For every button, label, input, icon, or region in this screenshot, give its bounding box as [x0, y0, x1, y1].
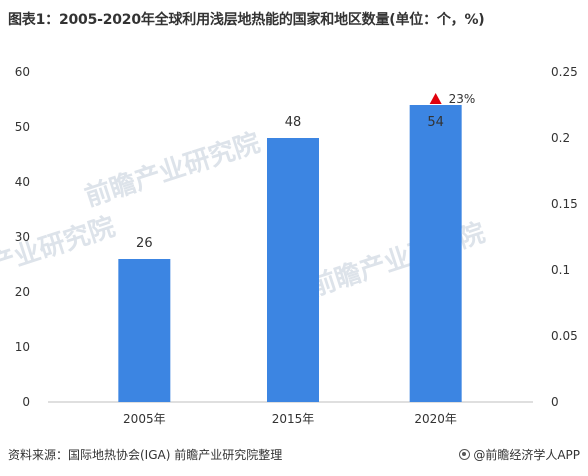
y2-tick-label: 0.15	[551, 197, 578, 211]
y2-tick-label: 0.25	[551, 65, 578, 79]
x-tick-label: 2015年	[272, 412, 315, 426]
watermark-text: 前瞻产业研究院	[81, 127, 264, 213]
data-label: 54	[427, 115, 444, 130]
y-tick-label: 60	[15, 65, 30, 79]
growth-annotation: 23%	[429, 92, 476, 106]
y-axis-right: 0 0.05 0.1 0.15 0.2 0.25	[551, 65, 578, 409]
y-tick-label: 20	[15, 285, 30, 299]
y-axis-left: 0 10 20 30 40 50 60	[15, 65, 30, 409]
y2-tick-label: 0.1	[551, 263, 570, 277]
bars	[118, 105, 462, 402]
watermark-text: 前瞻产业研究院	[0, 211, 119, 297]
x-axis: 2005年 2015年 2020年	[48, 401, 533, 426]
value-labels: 26 48 54	[136, 115, 444, 251]
x-tick-label: 2020年	[414, 412, 457, 426]
growth-arrow-icon	[429, 93, 442, 104]
y2-tick-label: 0.2	[551, 131, 570, 145]
brand-logo-icon	[459, 449, 471, 460]
chart-title: 图表1：2005-2020年全球利用浅层地热能的国家和地区数量(单位：个，%)	[8, 12, 485, 28]
brand: @前瞻经济学人APP	[459, 446, 580, 463]
bar	[409, 105, 462, 402]
bar	[267, 138, 319, 402]
brand-text: @前瞻经济学人APP	[473, 448, 580, 462]
bar	[118, 259, 171, 402]
y-tick-label: 0	[22, 395, 30, 409]
source-text: 资料来源：国际地热协会(IGA) 前瞻产业研究院整理	[8, 448, 283, 462]
y-tick-label: 30	[15, 230, 30, 244]
y2-tick-label: 0.05	[551, 329, 578, 343]
data-label: 26	[136, 236, 153, 251]
y2-tick-label: 0	[551, 395, 559, 409]
x-tick-label: 2005年	[123, 412, 166, 426]
data-label: 48	[285, 115, 302, 130]
growth-label: 23%	[449, 92, 476, 106]
y-tick-label: 50	[15, 120, 30, 134]
y-tick-label: 10	[15, 340, 30, 354]
y-tick-label: 40	[15, 175, 30, 189]
